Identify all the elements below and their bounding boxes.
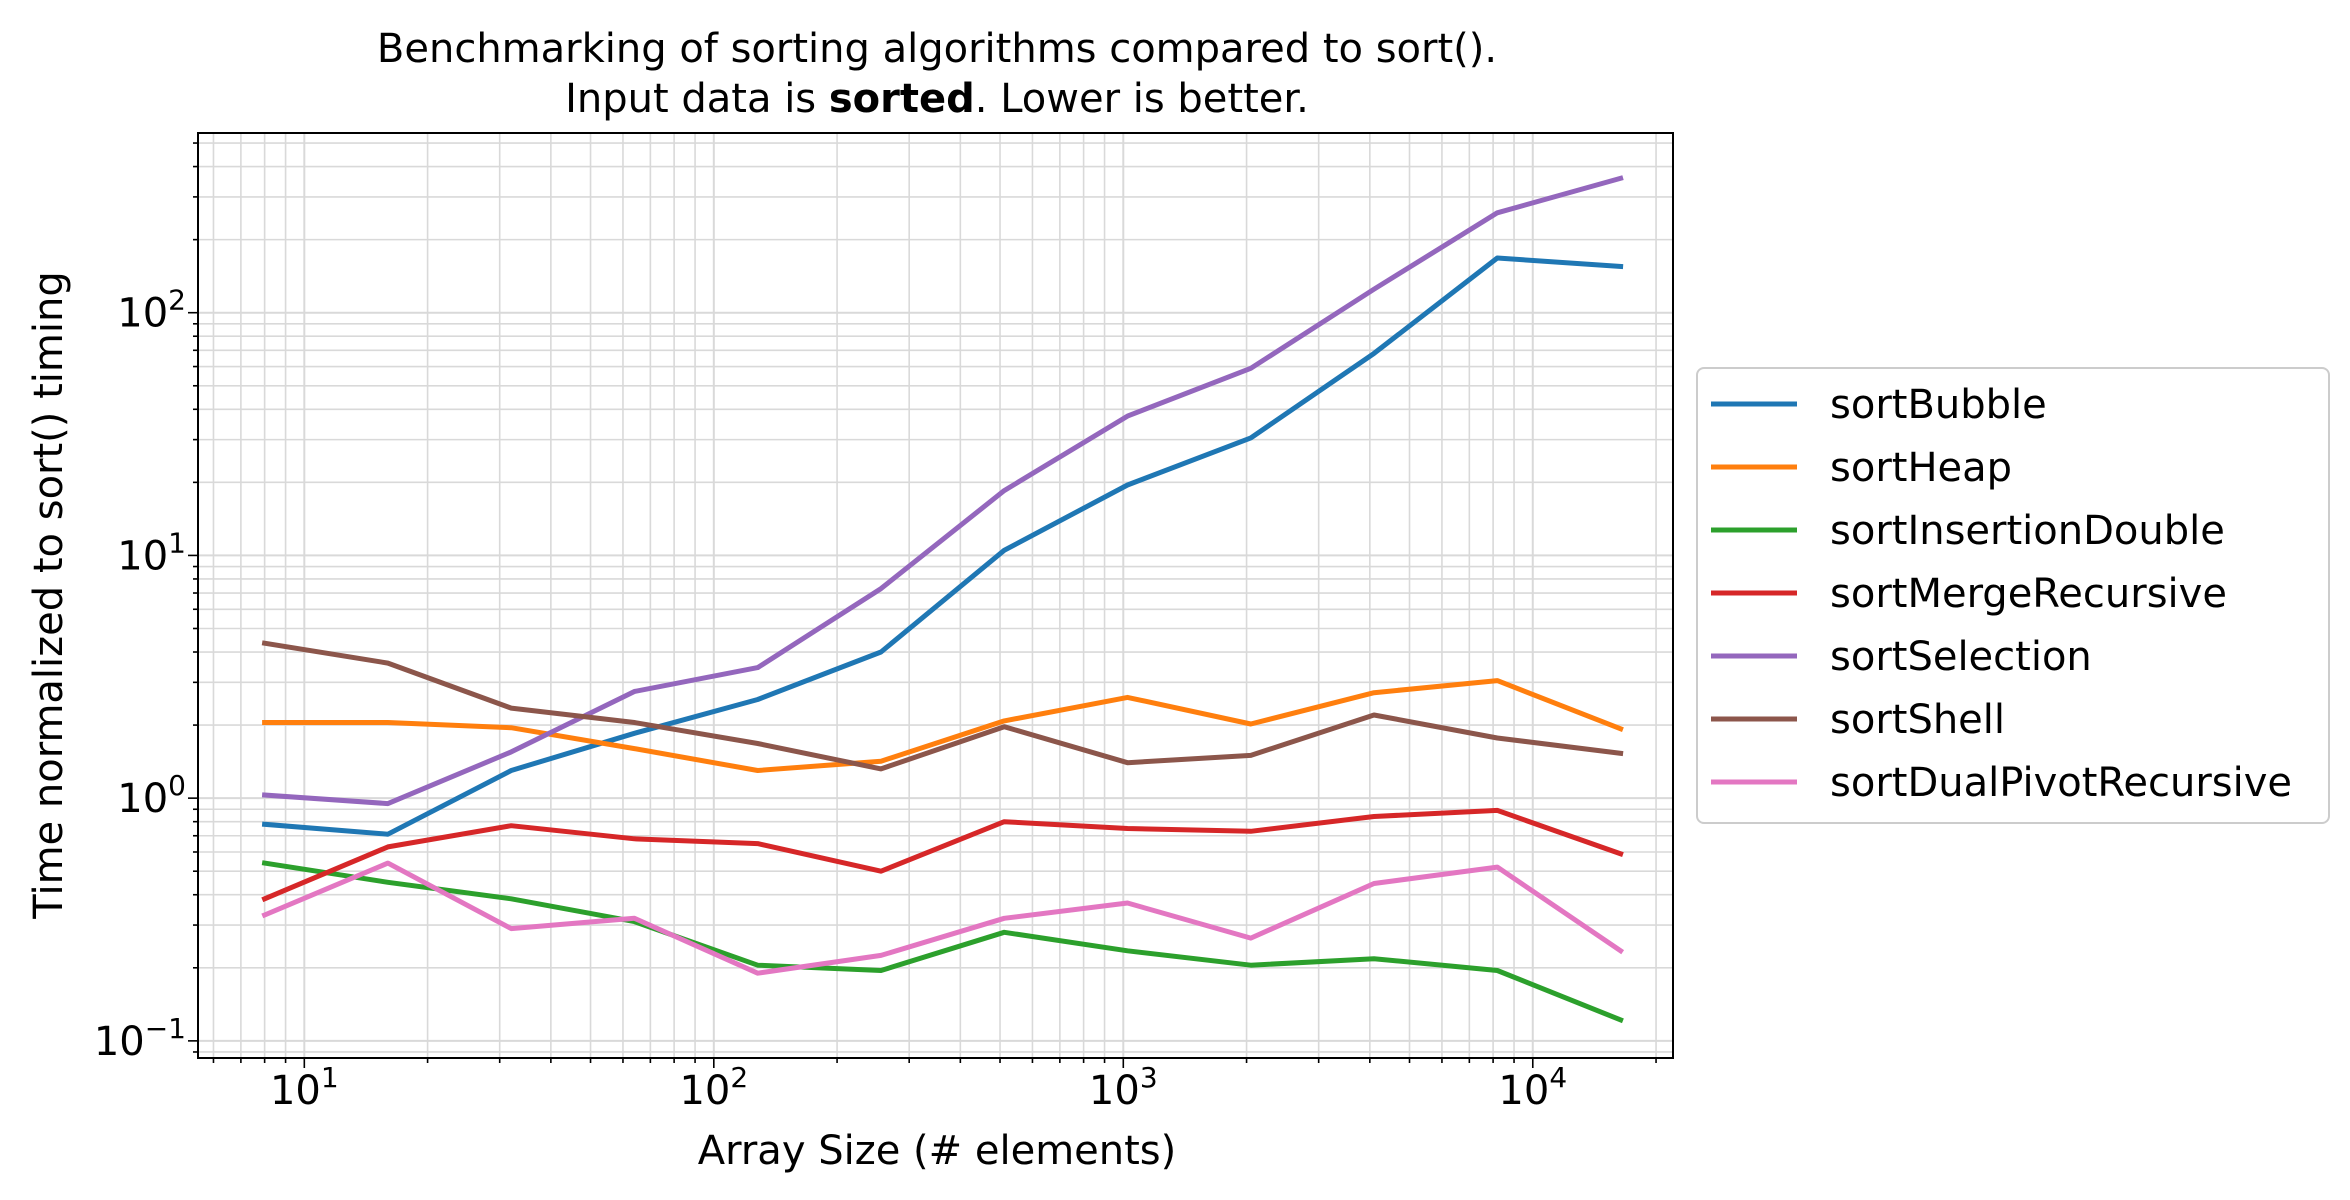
- chart-title-line1: Benchmarking of sorting algorithms compa…: [377, 26, 1497, 72]
- series-line-sortHeap: [262, 678, 1624, 773]
- x-tick-label: 101: [270, 1061, 339, 1114]
- legend-label: sortBubble: [1830, 382, 2047, 428]
- y-tick-label: 102: [117, 284, 186, 337]
- legend-label: sortMergeRecursive: [1830, 571, 2227, 617]
- x-tick-label: 102: [679, 1061, 748, 1114]
- series-line-sortMergeRecursive: [261, 807, 1624, 903]
- grid: [198, 133, 1673, 1058]
- legend-label: sortShell: [1830, 697, 2005, 743]
- tick-labels: 101 102 103 104 10−1 100 101 102: [94, 284, 1567, 1114]
- legend-items: sortBubble sortHeap sortInsertionDouble sor…: [1711, 382, 2292, 806]
- title-line2-bold: sorted: [829, 76, 975, 122]
- legend-label: sortHeap: [1830, 445, 2012, 491]
- x-tick-label: 103: [1089, 1061, 1158, 1114]
- x-tick-label: 104: [1498, 1061, 1567, 1114]
- series-line-sortShell: [261, 640, 1624, 772]
- legend-label: sortDualPivotRecursive: [1830, 760, 2292, 806]
- series-line-sortDualPivotRecursive: [261, 860, 1625, 976]
- x-axis-label: Array Size (# elements): [698, 1128, 1177, 1174]
- legend-label: sortSelection: [1830, 634, 2092, 680]
- y-tick-label: 10−1: [94, 1012, 186, 1065]
- series-line-sortSelection: [261, 175, 1624, 807]
- title-line2-prefix: Input data is: [565, 76, 829, 122]
- ticks: [188, 142, 1657, 1068]
- y-axis-label: Time normalized to sort() timing: [26, 271, 72, 919]
- series-layer: [261, 175, 1625, 1024]
- chart-title-line2: Input data is sorted. Lower is better.: [565, 76, 1309, 122]
- series-line-sortBubble: [261, 255, 1624, 837]
- plot-frame: [197, 132, 1674, 1059]
- y-tick-label: 101: [117, 526, 186, 579]
- title-line2-suffix: . Lower is better.: [975, 76, 1309, 122]
- legend-label: sortInsertionDouble: [1830, 508, 2225, 554]
- legend-frame: [1696, 367, 2330, 824]
- legend: sortBubble sortHeap sortInsertionDouble sor…: [1696, 367, 2330, 824]
- y-tick-label: 100: [117, 769, 186, 822]
- series-line-sortInsertionDouble: [261, 860, 1624, 1024]
